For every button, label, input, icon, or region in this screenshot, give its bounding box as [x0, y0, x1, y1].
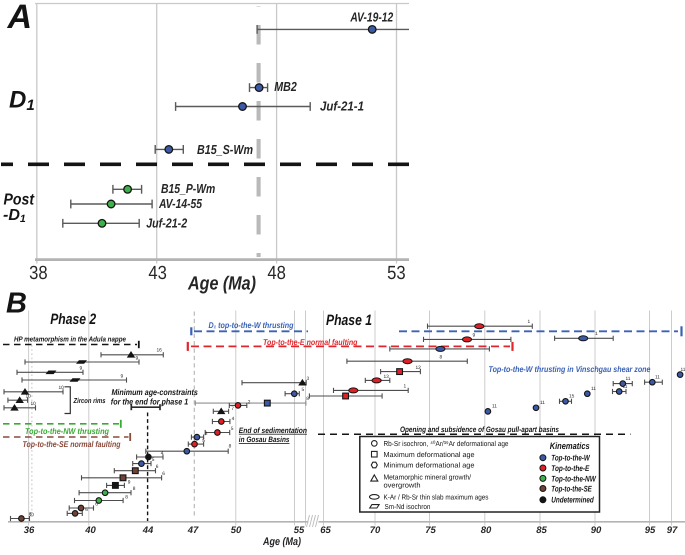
svg-text:75: 75 [425, 525, 436, 536]
svg-text:9: 9 [473, 333, 476, 339]
svg-text:1: 1 [404, 384, 407, 390]
svg-text:Minimum deformational age: Minimum deformational age [384, 461, 475, 470]
svg-text:Top-to-the-W: Top-to-the-W [551, 454, 590, 463]
svg-text:3: 3 [307, 376, 310, 382]
svg-text:65: 65 [320, 525, 331, 536]
svg-text:8: 8 [133, 486, 136, 492]
svg-text:AV-19-12: AV-19-12 [350, 10, 394, 25]
svg-text:HP metamorphism in the Adula n: HP metamorphism in the Adula nappe [14, 334, 126, 343]
svg-text:7: 7 [231, 406, 234, 412]
svg-text:1: 1 [528, 319, 531, 325]
svg-text:1: 1 [595, 331, 598, 337]
svg-text:85: 85 [536, 525, 547, 536]
svg-text:B: B [6, 288, 27, 320]
svg-text:10: 10 [59, 385, 65, 391]
svg-text:Top-to-the-SE: Top-to-the-SE [551, 484, 592, 493]
svg-text:13: 13 [384, 374, 390, 380]
svg-text:A: A [7, 0, 33, 36]
svg-text:Juf-21-1: Juf-21-1 [320, 99, 364, 114]
svg-text:Top-to-the-W thrusting in Vins: Top-to-the-W thrusting in Vinschgau shea… [489, 364, 651, 374]
svg-text:47: 47 [187, 525, 199, 536]
svg-text:Age (Ma): Age (Ma) [187, 274, 256, 295]
svg-text:16: 16 [157, 348, 163, 354]
svg-text:2: 2 [248, 400, 251, 406]
svg-text:12: 12 [416, 365, 422, 371]
svg-text:95: 95 [645, 525, 656, 536]
svg-text:Top-to-the-E: Top-to-the-E [551, 464, 589, 473]
svg-text:Phase 1: Phase 1 [326, 312, 372, 329]
svg-text:Maximum deformational age: Maximum deformational age [384, 450, 475, 459]
svg-text:8: 8 [205, 431, 208, 437]
svg-text:43: 43 [148, 263, 167, 284]
svg-text:5: 5 [231, 426, 234, 432]
svg-text:Sm-Nd isochron: Sm-Nd isochron [385, 502, 431, 511]
svg-text:8: 8 [125, 495, 128, 501]
svg-text:9: 9 [136, 356, 139, 362]
svg-text:Phase 2: Phase 2 [50, 311, 97, 328]
svg-text:10: 10 [26, 393, 32, 399]
svg-text:for the end for phase 1: for the end for phase 1 [111, 397, 189, 407]
svg-text:Minimum age-constraints: Minimum age-constraints [112, 387, 199, 397]
svg-text:Undetermined: Undetermined [551, 496, 594, 505]
svg-text:11: 11 [655, 375, 660, 381]
svg-text:8: 8 [306, 396, 309, 402]
svg-text:55: 55 [294, 525, 305, 536]
svg-text:11: 11 [540, 400, 545, 406]
svg-text:5: 5 [202, 438, 205, 444]
svg-text:36: 36 [24, 525, 35, 536]
svg-text:B15_S-Wm: B15_S-Wm [197, 142, 253, 157]
svg-text:Zircon rims: Zircon rims [73, 396, 106, 405]
svg-text:Juf-21-2: Juf-21-2 [146, 216, 188, 231]
svg-text:K-Ar / Rb-Sr thin slab maximum: K-Ar / Rb-Sr thin slab maximum ages [384, 493, 489, 502]
svg-text:D₁ top-to-the-W thrusting: D₁ top-to-the-W thrusting [209, 320, 294, 330]
svg-text:8: 8 [440, 355, 443, 361]
svg-text:6: 6 [85, 507, 88, 513]
svg-text:Top-to-the-E normal faulting: Top-to-the-E normal faulting [263, 337, 358, 347]
svg-text:Opening and subsidence of Gosa: Opening and subsidence of Gosau pull-apa… [400, 425, 560, 434]
svg-text:overgrowth: overgrowth [384, 481, 421, 490]
svg-text:5: 5 [152, 457, 155, 463]
svg-text:9: 9 [128, 480, 131, 486]
svg-text:5: 5 [302, 387, 305, 393]
svg-text:44: 44 [142, 525, 154, 536]
svg-text:Top-to-the-SE normal faulting: Top-to-the-SE normal faulting [23, 439, 121, 449]
svg-text:80: 80 [481, 525, 492, 536]
svg-text:Top-to-the-NW: Top-to-the-NW [551, 474, 596, 483]
svg-text:9: 9 [80, 366, 83, 372]
svg-text:6: 6 [95, 502, 98, 508]
svg-text:B15_P-Wm: B15_P-Wm [161, 181, 216, 196]
svg-text:40: 40 [84, 525, 96, 536]
svg-text:6: 6 [156, 464, 159, 470]
svg-text:Kinematics: Kinematics [550, 441, 590, 451]
svg-text:MB2: MB2 [274, 79, 297, 94]
svg-text:AV-14-55: AV-14-55 [158, 196, 202, 211]
svg-text:90: 90 [591, 525, 602, 536]
svg-text:11: 11 [626, 376, 631, 382]
svg-text:4: 4 [232, 416, 235, 422]
svg-text:Rb-Sr isochron, ⁴⁰Ar/³⁹Ar defo: Rb-Sr isochron, ⁴⁰Ar/³⁹Ar deformational … [384, 439, 509, 448]
svg-text:70: 70 [370, 525, 381, 536]
svg-text:11: 11 [492, 404, 497, 410]
svg-text:in Gosau Basins: in Gosau Basins [239, 435, 290, 444]
svg-text:8: 8 [229, 444, 232, 450]
svg-text:50: 50 [231, 525, 242, 536]
svg-text:6: 6 [29, 511, 32, 517]
svg-text:6: 6 [162, 471, 165, 477]
svg-text:4: 4 [161, 451, 164, 457]
svg-text:Top-to-the-NW thrusting: Top-to-the-NW thrusting [25, 426, 109, 436]
svg-text:15: 15 [569, 394, 575, 400]
svg-text:11: 11 [591, 386, 596, 392]
svg-text:1: 1 [162, 402, 165, 408]
svg-text:38: 38 [29, 263, 48, 284]
svg-text:10: 10 [31, 401, 37, 407]
svg-text:Post: Post [4, 192, 35, 209]
svg-text:53: 53 [387, 263, 406, 284]
svg-text:11: 11 [681, 367, 685, 373]
svg-text:97: 97 [667, 525, 678, 536]
svg-text:9: 9 [121, 374, 124, 380]
svg-text:48: 48 [267, 263, 286, 284]
svg-text:End of sedimentation: End of sedimentation [239, 426, 307, 435]
svg-text:Age (Ma): Age (Ma) [262, 536, 301, 548]
